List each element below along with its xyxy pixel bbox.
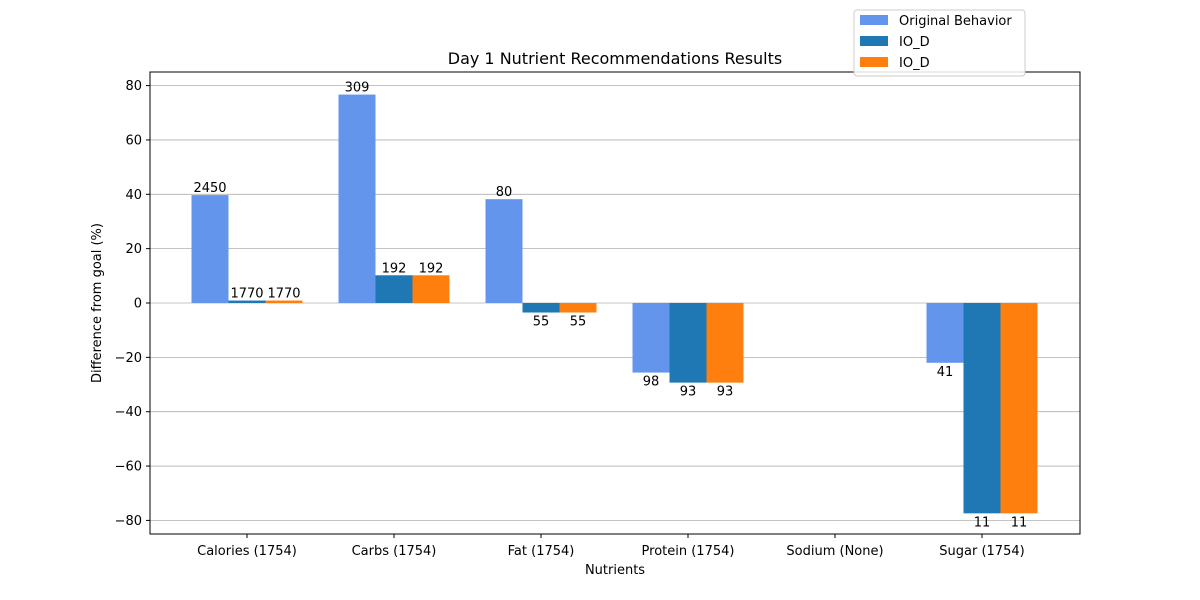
bar: [1000, 303, 1038, 514]
grid-lines: [150, 85, 1080, 521]
legend: Original Behavior IO_D IO_D: [853, 9, 1026, 77]
bar: [228, 300, 266, 303]
x-tick-label: Fat (1754): [508, 544, 575, 559]
x-tick-label: Calories (1754): [197, 544, 297, 559]
bar: [522, 303, 560, 313]
y-axis-label: Difference from goal (%): [90, 223, 105, 383]
y-tick-label: 80: [125, 79, 142, 94]
chart-title: Day 1 Nutrient Recommendations Results: [448, 49, 782, 68]
bar-value-label: 98: [643, 375, 660, 390]
bar-value-label: 41: [937, 365, 954, 380]
x-axis-label: Nutrients: [585, 563, 645, 578]
bar-value-label: 1770: [230, 287, 263, 302]
bar: [963, 303, 1001, 514]
bars: [191, 94, 1038, 514]
x-tick-label: Sugar (1754): [939, 544, 1024, 559]
bar-value-label: 80: [496, 185, 513, 200]
x-axis-ticks: Calories (1754) Carbs (1754) Fat (1754) Pro…: [197, 534, 1025, 559]
legend-entry: IO_D: [899, 35, 930, 50]
legend-swatch: [860, 36, 888, 46]
y-tick-label: −80: [115, 514, 142, 529]
bar-value-label: 93: [717, 385, 734, 400]
legend-entry: Original Behavior: [899, 14, 1012, 29]
bar: [926, 303, 964, 363]
bar: [375, 275, 413, 303]
bar: [669, 303, 707, 383]
x-tick-label: Carbs (1754): [352, 544, 437, 559]
bar: [191, 195, 229, 303]
y-tick-label: −40: [115, 405, 142, 420]
y-tick-label: 20: [125, 242, 142, 257]
bar-value-label: 55: [570, 315, 587, 330]
bar-value-label: 309: [345, 81, 370, 96]
y-tick-label: 40: [125, 188, 142, 203]
bar-value-label: 11: [1011, 515, 1028, 530]
bar-value-label: 93: [680, 385, 697, 400]
bar: [632, 303, 670, 373]
bar-value-label: 55: [533, 315, 550, 330]
bar-value-labels: 2450 1770 1770 309 192 192 80 55 55 98 93 93 41 11 11: [193, 81, 1027, 531]
y-tick-label: −60: [115, 460, 142, 475]
bar-value-label: 1770: [267, 287, 300, 302]
legend-swatch: [860, 57, 888, 67]
bar-value-label: 11: [974, 515, 991, 530]
y-tick-label: −20: [115, 351, 142, 366]
legend-entry: IO_D: [899, 56, 930, 71]
bar-value-label: 192: [419, 261, 444, 276]
bar: [265, 300, 303, 303]
x-tick-label: Protein (1754): [642, 544, 735, 559]
legend-frame: [853, 9, 1026, 77]
y-tick-label: 0: [134, 297, 142, 312]
bar-value-label: 192: [382, 261, 407, 276]
bar: [559, 303, 597, 313]
y-axis-ticks: −80 −60 −40 −20 0 20 40 60 80: [115, 79, 150, 529]
y-tick-label: 60: [125, 133, 142, 148]
bar: [412, 275, 450, 303]
bar-value-label: 2450: [193, 181, 226, 196]
bar: [706, 303, 744, 383]
x-tick-label: Sodium (None): [786, 544, 883, 559]
bar: [485, 199, 523, 303]
legend-swatch: [860, 15, 888, 25]
bar: [338, 94, 376, 303]
